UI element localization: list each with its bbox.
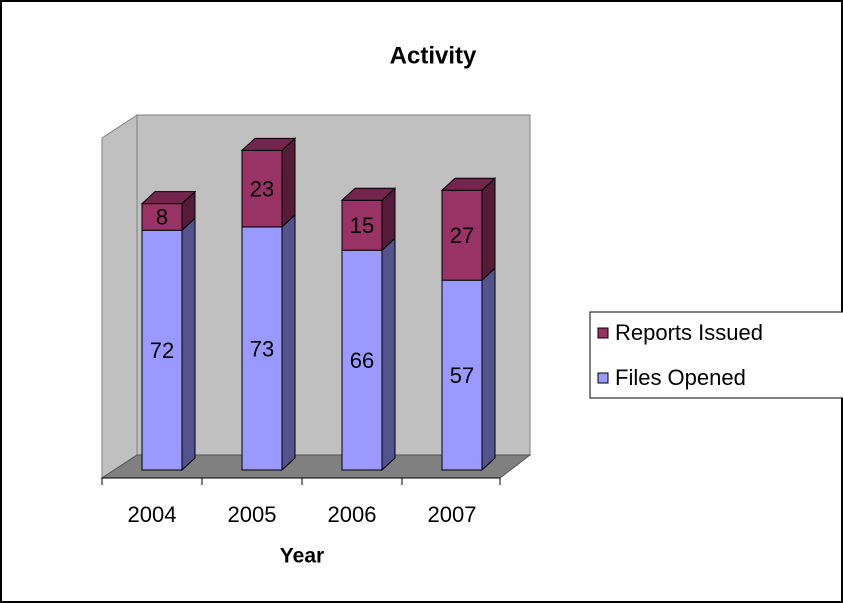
chart-title: Activity	[390, 42, 477, 69]
bar-top	[140, 191, 197, 205]
bar-side	[381, 237, 396, 472]
value-label: 66	[350, 348, 374, 373]
side-wall	[101, 114, 138, 479]
legend-label: Reports Issued	[615, 320, 763, 345]
bar-front	[141, 229, 183, 471]
bar-side	[281, 213, 296, 472]
bar-segment: 73	[241, 213, 296, 472]
x-tick-label: 2007	[428, 502, 477, 527]
bar-front	[441, 189, 483, 281]
value-label: 23	[250, 176, 274, 201]
bar-top	[440, 177, 497, 191]
bar-segment: 66	[341, 237, 396, 472]
value-label: 57	[450, 363, 474, 388]
bar-segment: 15	[340, 187, 397, 252]
bar-segment: 27	[440, 177, 497, 282]
bar-segment: 57	[441, 267, 496, 472]
bar-front	[241, 149, 283, 228]
x-tick-label: 2004	[128, 502, 177, 527]
legend	[589, 311, 843, 399]
legend-swatch	[597, 327, 609, 339]
bar-segment: 8	[140, 190, 197, 232]
value-label: 72	[150, 338, 174, 363]
bar-segment: 23	[240, 137, 297, 229]
bar-top	[240, 137, 297, 151]
value-label: 8	[156, 205, 168, 230]
bar-side	[481, 177, 496, 282]
bar-segment: 72	[141, 217, 196, 472]
x-axis	[101, 477, 501, 485]
bar-side	[181, 217, 196, 472]
value-label: 15	[350, 213, 374, 238]
legend-label: Files Opened	[615, 365, 746, 390]
x-tick-label: 2005	[228, 502, 277, 527]
bar-top	[340, 187, 397, 201]
bar-side	[281, 137, 296, 229]
x-axis-label: Year	[280, 545, 324, 568]
bar-side	[481, 267, 496, 472]
legend-swatch	[597, 372, 609, 384]
bar-front	[341, 199, 383, 251]
value-label: 27	[450, 223, 474, 248]
x-tick-label: 2006	[328, 502, 377, 527]
value-label: 73	[250, 336, 274, 361]
